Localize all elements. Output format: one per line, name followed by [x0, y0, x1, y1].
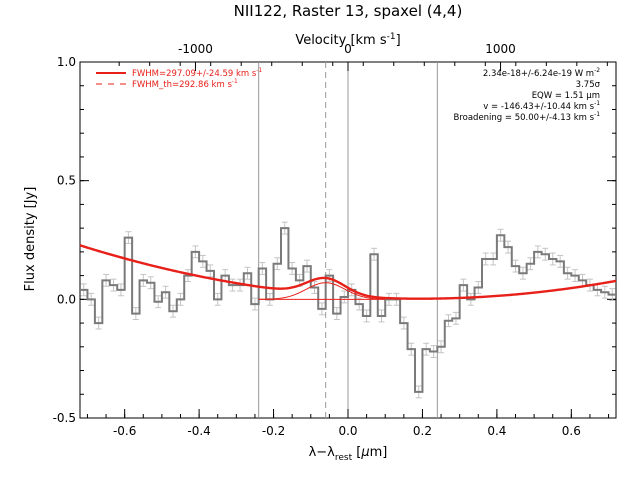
x-tick-label: -0.4 — [187, 424, 210, 438]
top-tick-label: 1000 — [485, 42, 516, 56]
x-tick-label: 0.2 — [413, 424, 432, 438]
spectrum-histogram — [80, 227, 616, 393]
annotation-1: 3.75σ — [576, 80, 601, 90]
legend-label-1: FWHM_th=292.86 km s-1 — [132, 78, 238, 90]
chart-title: NII122, Raster 13, spaxel (4,4) — [234, 2, 463, 20]
gaussian-component-line — [258, 282, 386, 300]
fit-total-line — [79, 244, 617, 300]
annotation-4: Broadening = 50.00+/-4.13 km s-1 — [454, 111, 601, 123]
y-tick-label: 0.0 — [57, 292, 76, 306]
plot-area: -0.6 -0.4 -0.2 0.0 0.2 0.4 0.6 -0.5 0.0 0.5 1.0 -10… — [53, 42, 617, 438]
x-axis-label: λ−λrest [μm] — [309, 445, 388, 463]
top-tick-label: -1000 — [178, 42, 213, 56]
y-tick-label: 1.0 — [57, 55, 76, 69]
top-axis-label: Velocity [km s-1] — [295, 32, 400, 48]
annotation-0: 2.34e-18+/-6.24e-19 W m-2 — [483, 67, 600, 79]
x-tick-label: -0.6 — [113, 424, 136, 438]
y-tick-label: 0.5 — [57, 174, 76, 188]
x-tick-label: -0.2 — [262, 424, 285, 438]
x-tick-label: 0.6 — [562, 424, 581, 438]
x-tick-label: 0.4 — [487, 424, 506, 438]
legend-label-0: FWHM=297.09+/-24.59 km s-1 — [132, 67, 262, 79]
x-tick-label: 0.0 — [338, 424, 357, 438]
annotation-2: EQW = 1.51 μm — [532, 91, 600, 101]
top-tick-label: 0 — [344, 42, 352, 56]
annotation-3: v = -146.43+/-10.44 km s-1 — [483, 100, 600, 112]
y-tick-label: -0.5 — [53, 411, 76, 425]
y-axis-label: Flux density [Jy] — [23, 187, 38, 292]
